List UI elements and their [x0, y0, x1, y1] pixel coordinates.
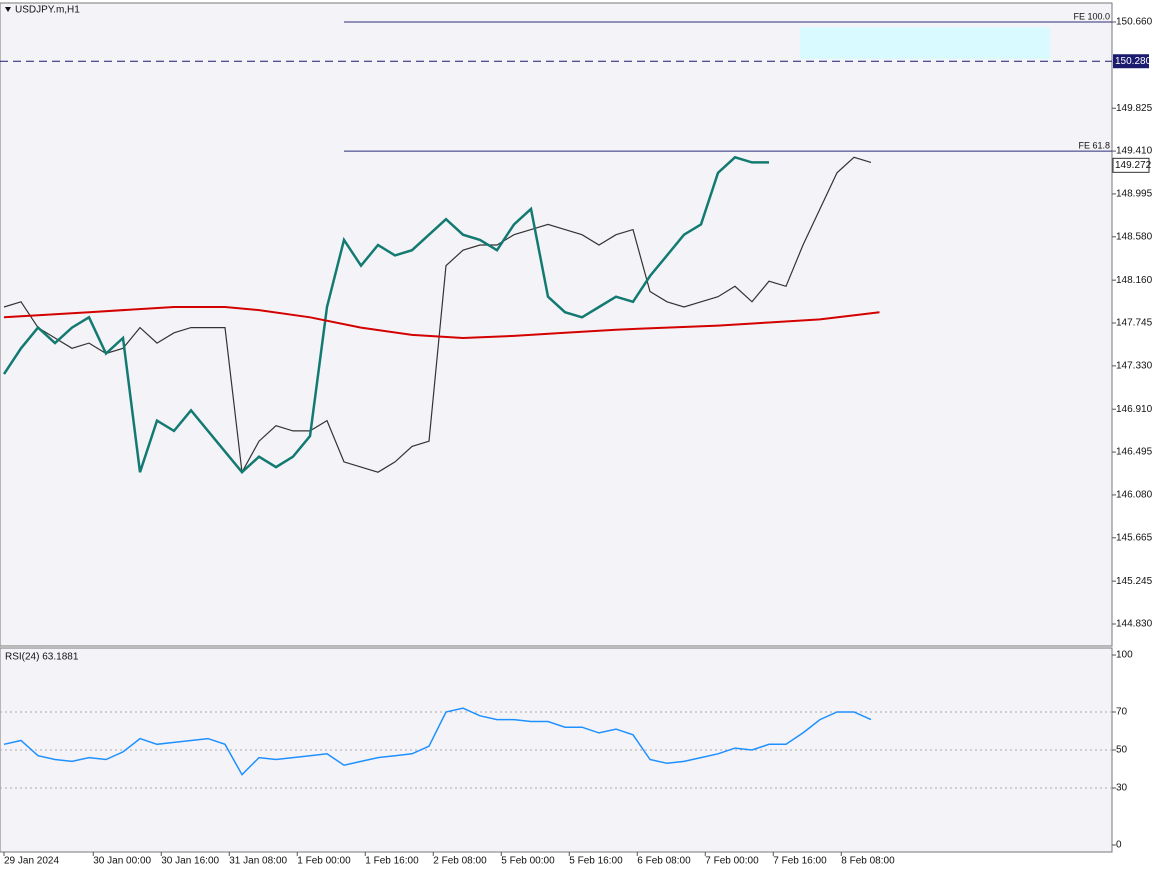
series-line [3, 306, 880, 340]
target-zone [800, 27, 1050, 60]
y-tick-label: 100 [1116, 650, 1133, 661]
x-tick-label: 1 Feb 16:00 [365, 856, 419, 867]
series-line [2, 155, 769, 475]
x-tick-label: 8 Feb 08:00 [841, 856, 895, 867]
last-price-tag [1112, 157, 1150, 173]
y-tick-label: 147.745 [1116, 318, 1152, 329]
rsi-title: RSI(24) 63.1881 [5, 652, 79, 663]
y-tick-label: 145.665 [1116, 532, 1152, 543]
x-tick-label: 30 Jan 00:00 [93, 856, 151, 867]
x-tick-label: 7 Feb 16:00 [773, 856, 827, 867]
chart-title: USDJPY.m,H1 [15, 5, 80, 16]
fibo-label: FE 100.0 [1073, 11, 1110, 21]
y-tick-label: 50 [1116, 745, 1128, 756]
x-tick-label: 5 Feb 16:00 [569, 856, 623, 867]
level-tag-label: 150.280 [1115, 56, 1152, 67]
y-tick-label: 145.245 [1116, 576, 1152, 587]
menu-icon[interactable] [5, 7, 11, 12]
y-tick-label: 147.330 [1116, 360, 1152, 371]
last-price-label: 149.272 [1115, 160, 1152, 171]
series-line [3, 156, 872, 475]
fibo-label: FE 61.8 [1078, 140, 1110, 150]
y-tick-label: 149.410 [1116, 146, 1152, 157]
x-tick-label: 6 Feb 08:00 [637, 856, 691, 867]
y-tick-label: 150.660 [1116, 17, 1152, 28]
x-tick-label: 30 Jan 16:00 [161, 856, 219, 867]
main-panel [0, 2, 1113, 647]
y-tick-label: 148.995 [1116, 189, 1152, 200]
y-tick-label: 144.830 [1116, 619, 1152, 630]
y-tick-label: 148.160 [1116, 275, 1152, 286]
y-tick-label: 146.495 [1116, 447, 1152, 458]
y-tick-label: 148.580 [1116, 231, 1152, 242]
x-tick-label: 2 Feb 08:00 [433, 856, 487, 867]
x-tick-label: 5 Feb 00:00 [501, 856, 555, 867]
series-line [3, 707, 872, 776]
level-tag [1113, 54, 1149, 69]
y-tick-label: 70 [1116, 707, 1128, 718]
x-tick-label: 1 Feb 00:00 [297, 856, 351, 867]
x-tick-label: 29 Jan 2024 [4, 856, 59, 867]
y-tick-label: 149.825 [1116, 103, 1152, 114]
x-tick-label: 7 Feb 00:00 [705, 856, 759, 867]
y-tick-label: 146.910 [1116, 404, 1152, 415]
y-tick-label: 146.080 [1116, 490, 1152, 501]
x-tick-label: 31 Jan 08:00 [229, 856, 287, 867]
y-tick-label: 30 [1116, 783, 1128, 794]
y-tick-label: 0 [1116, 840, 1122, 851]
